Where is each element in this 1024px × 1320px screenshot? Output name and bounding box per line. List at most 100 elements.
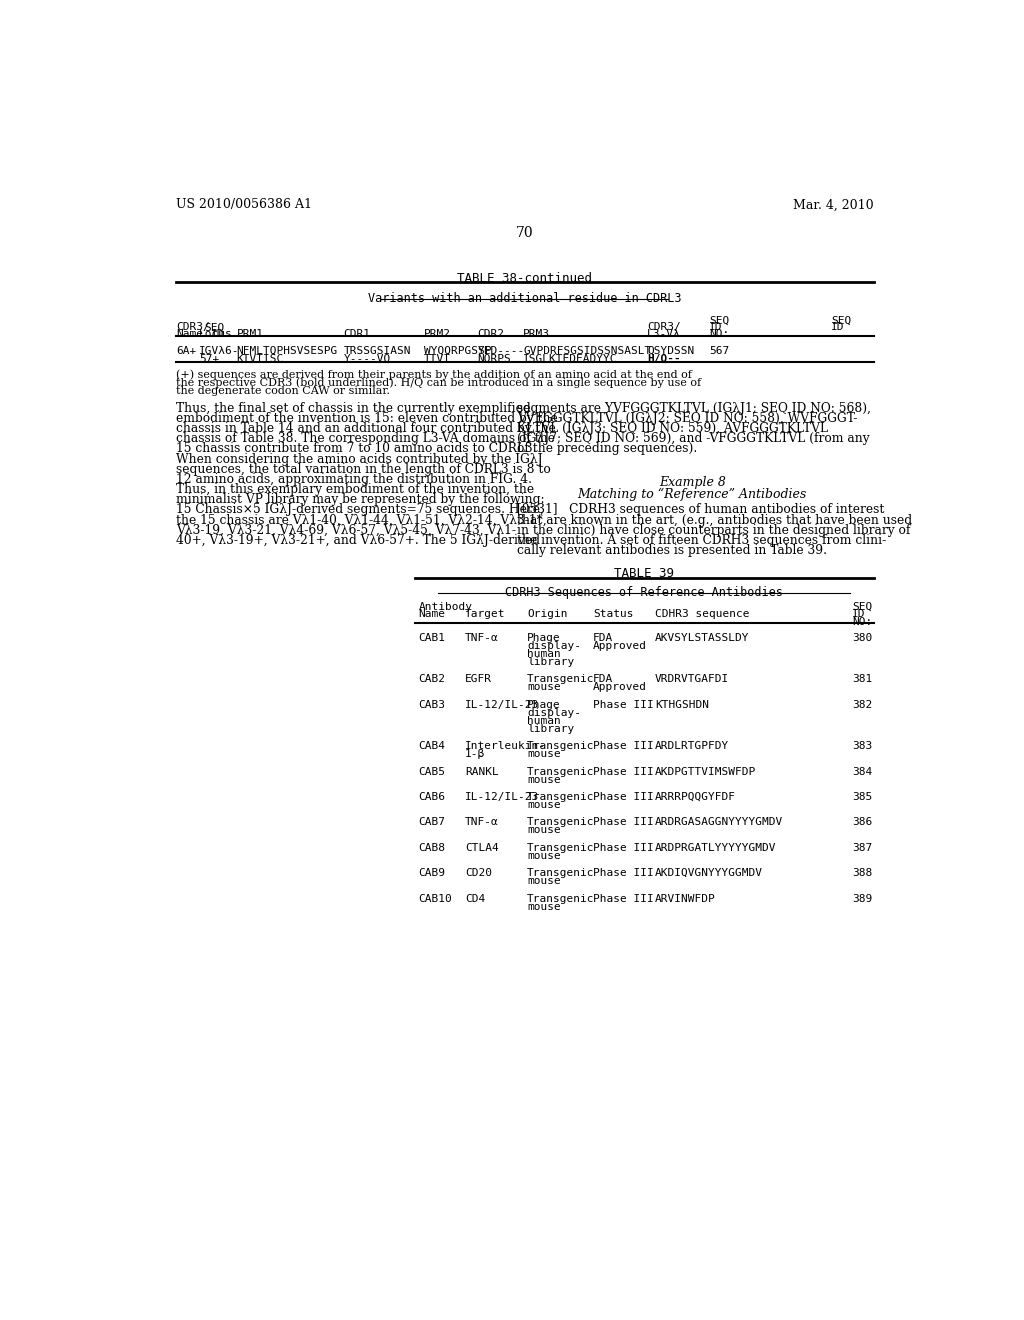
Text: the respective CDR3 (bold underlined). H/Q can be introduced in a single sequenc: the respective CDR3 (bold underlined). H… (176, 378, 701, 388)
Text: ID: ID (830, 322, 845, 333)
Text: TNF-α: TNF-α (465, 817, 499, 828)
Text: Vλ3-19, Vλ3-21, Vλ4-69, Vλ6-57, Vλ5-45, Vλ7-43, Vλ1-: Vλ3-19, Vλ3-21, Vλ4-69, Vλ6-57, Vλ5-45, … (176, 524, 516, 537)
Text: the degenerate codon CAW or similar.: the degenerate codon CAW or similar. (176, 387, 390, 396)
Text: CAB7: CAB7 (419, 817, 445, 828)
Text: 382: 382 (852, 700, 872, 710)
Text: CTLA4: CTLA4 (465, 842, 499, 853)
Text: IGVλ6-: IGVλ6- (200, 346, 240, 355)
Text: 567: 567 (710, 346, 729, 355)
Text: Approved: Approved (593, 640, 647, 651)
Text: Phase III: Phase III (593, 700, 653, 710)
Text: segments are YVFGGGTKLTVL (IGλJ1; SEQ ID NO: 568),: segments are YVFGGGTKLTVL (IGλJ1; SEQ ID… (517, 401, 871, 414)
Text: CAB4: CAB4 (419, 741, 445, 751)
Text: CDR3/: CDR3/ (176, 322, 210, 333)
Text: QSYDSSN: QSYDSSN (647, 346, 694, 355)
Text: Thus, the final set of chassis in the currently exemplified: Thus, the final set of chassis in the cu… (176, 401, 530, 414)
Text: CD20: CD20 (465, 869, 493, 878)
Text: TABLE 39: TABLE 39 (614, 568, 674, 579)
Text: ARDLRTGPFDY: ARDLRTGPFDY (655, 741, 729, 751)
Text: mouse: mouse (527, 800, 561, 810)
Text: Transgenic: Transgenic (527, 792, 595, 803)
Text: Transgenic: Transgenic (527, 817, 595, 828)
Text: TTVI: TTVI (424, 354, 451, 364)
Text: ARDPRGATLYYYYYGMDV: ARDPRGATLYYYYYGMDV (655, 842, 776, 853)
Text: SEQ: SEQ (204, 322, 224, 333)
Text: 15 Chassis×5 IGλJ-derived segments=75 sequences. Here,: 15 Chassis×5 IGλJ-derived segments=75 se… (176, 503, 544, 516)
Text: chassis in Table 14 and an additional four contributed by the: chassis in Table 14 and an additional fo… (176, 422, 556, 436)
Text: the invention. A set of fifteen CDRH3 sequences from clini-: the invention. A set of fifteen CDRH3 se… (517, 533, 887, 546)
Text: CAB8: CAB8 (419, 842, 445, 853)
Text: Phage: Phage (527, 700, 561, 710)
Text: 12 amino acids, approximating the distribution in FIG. 4.: 12 amino acids, approximating the distri… (176, 473, 532, 486)
Text: 385: 385 (852, 792, 872, 803)
Text: Phase III: Phase III (593, 767, 653, 776)
Text: Phase III: Phase III (593, 842, 653, 853)
Text: Transgenic: Transgenic (527, 767, 595, 776)
Text: PRM2: PRM2 (424, 330, 451, 339)
Text: display-: display- (527, 640, 582, 651)
Text: display-: display- (527, 708, 582, 718)
Text: CDR1: CDR1 (343, 330, 371, 339)
Text: Name: Name (176, 330, 203, 339)
Text: Origin: Origin (527, 610, 567, 619)
Text: in the clinic) have close counterparts in the designed library of: in the clinic) have close counterparts i… (517, 524, 910, 537)
Text: 387: 387 (852, 842, 872, 853)
Text: KTHGSHDN: KTHGSHDN (655, 700, 709, 710)
Text: AKDIQVGNYYYGGMDV: AKDIQVGNYYYGGMDV (655, 869, 763, 878)
Text: chassis of Table 38. The corresponding L3-VA domains of the: chassis of Table 38. The corresponding L… (176, 432, 555, 445)
Text: SEQ: SEQ (852, 602, 872, 611)
Text: H/Q--: H/Q-- (647, 354, 681, 364)
Text: 380: 380 (852, 632, 872, 643)
Text: ARRRPQQGYFDF: ARRRPQQGYFDF (655, 792, 736, 803)
Text: (+) sequences are derived from their parents by the addition of an amino acid at: (+) sequences are derived from their par… (176, 370, 692, 380)
Text: mouse: mouse (527, 750, 561, 759)
Text: mouse: mouse (527, 851, 561, 861)
Text: CDR3/: CDR3/ (647, 322, 681, 333)
Text: CAB1: CAB1 (419, 632, 445, 643)
Text: human: human (527, 715, 561, 726)
Text: TRSSGSIASN: TRSSGSIASN (343, 346, 411, 355)
Text: CAB10: CAB10 (419, 894, 453, 904)
Text: mouse: mouse (527, 825, 561, 836)
Text: Transgenic: Transgenic (527, 894, 595, 904)
Text: AKDPGTTVIMSWFDP: AKDPGTTVIMSWFDP (655, 767, 757, 776)
Text: CDHR3 sequence: CDHR3 sequence (655, 610, 750, 619)
Text: Phase III: Phase III (593, 894, 653, 904)
Text: library: library (527, 723, 574, 734)
Text: GVPDRFSGSIDSSNSASLT: GVPDRFSGSIDSSNSASLT (523, 346, 651, 355)
Text: CAB6: CAB6 (419, 792, 445, 803)
Text: 6A+: 6A+ (176, 346, 197, 355)
Text: CAB9: CAB9 (419, 869, 445, 878)
Text: CDRH3 Sequences of Reference Antibodies: CDRH3 Sequences of Reference Antibodies (505, 586, 783, 599)
Text: 40+, Vλ3-19+, Vλ3-21+, and Vλ6-57+. The 5 IGλJ-derived: 40+, Vλ3-19+, Vλ3-21+, and Vλ6-57+. The … (176, 533, 540, 546)
Text: TNF-α: TNF-α (465, 632, 499, 643)
Text: NO:: NO: (710, 330, 729, 339)
Text: WYQQRPGSSP: WYQQRPGSSP (424, 346, 492, 355)
Text: NFMLTQPHSVSESPG: NFMLTQPHSVSESPG (237, 346, 338, 355)
Text: KTVTISC: KTVTISC (237, 354, 284, 364)
Text: Transgenic: Transgenic (527, 675, 595, 684)
Text: Phage: Phage (527, 632, 561, 643)
Text: CAB3: CAB3 (419, 700, 445, 710)
Text: L3-Vλ: L3-Vλ (647, 330, 681, 339)
Text: (IGλJ7; SEQ ID NO: 569), and -VFGGGTKLTVL (from any: (IGλJ7; SEQ ID NO: 569), and -VFGGGTKLTV… (517, 432, 869, 445)
Text: Transgenic: Transgenic (527, 741, 595, 751)
Text: Status: Status (593, 610, 634, 619)
Text: IL-12/IL-23: IL-12/IL-23 (465, 700, 540, 710)
Text: FDA: FDA (593, 632, 613, 643)
Text: Variants with an additional residue in CDRL3: Variants with an additional residue in C… (368, 293, 682, 305)
Text: RANKL: RANKL (465, 767, 499, 776)
Text: Example 8: Example 8 (658, 475, 726, 488)
Text: ARDRGASAGGNYYYYGMDV: ARDRGASAGGNYYYYGMDV (655, 817, 783, 828)
Text: EGFR: EGFR (465, 675, 493, 684)
Text: CDR2: CDR2 (477, 330, 505, 339)
Text: TABLE 38-continued: TABLE 38-continued (458, 272, 592, 285)
Text: of the preceding sequences).: of the preceding sequences). (517, 442, 697, 455)
Text: 15 chassis contribute from 7 to 10 amino acids to CDRL3.: 15 chassis contribute from 7 to 10 amino… (176, 442, 537, 455)
Text: embodiment of the invention is 15: eleven contributed by the: embodiment of the invention is 15: eleve… (176, 412, 558, 425)
Text: library: library (527, 657, 574, 667)
Text: Interleukin-: Interleukin- (465, 741, 546, 751)
Text: Antibody: Antibody (419, 602, 473, 611)
Text: YED----: YED---- (477, 346, 524, 355)
Text: ID: ID (852, 610, 865, 619)
